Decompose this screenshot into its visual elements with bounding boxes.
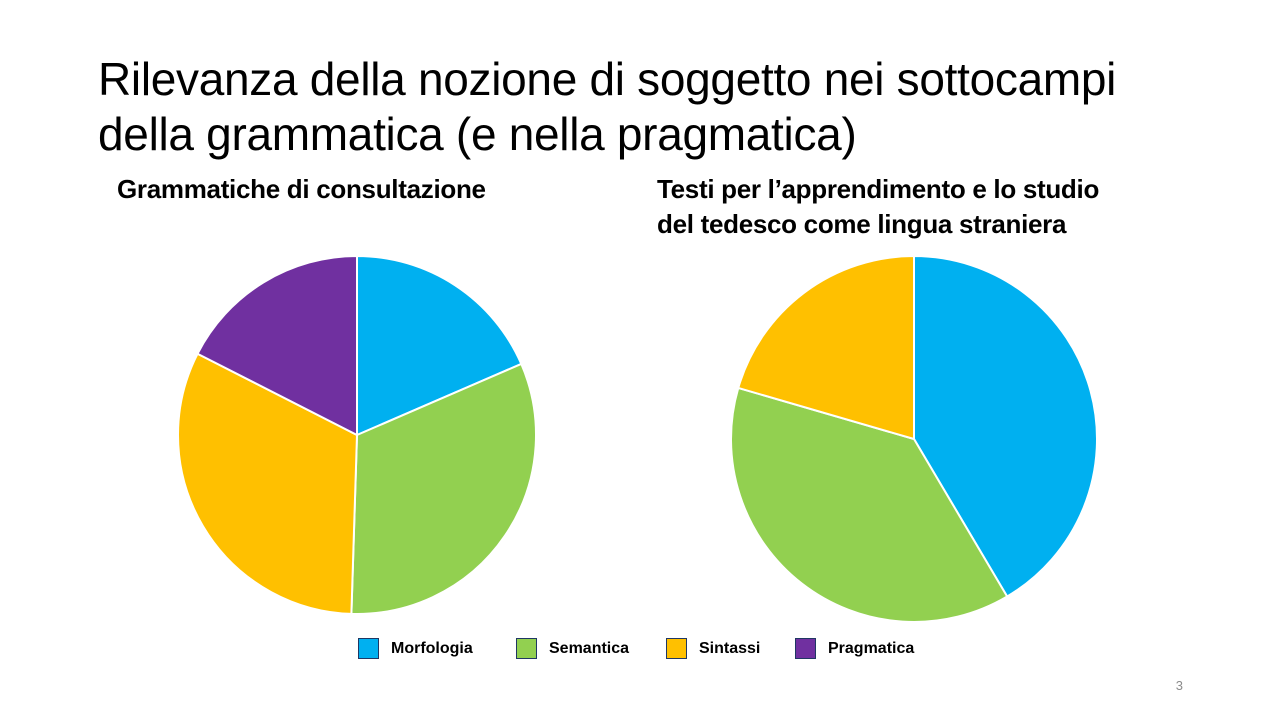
legend-label-semantica: Semantica xyxy=(549,639,630,657)
legend-label-sintassi: Sintassi xyxy=(699,639,761,657)
legend-swatch-semantica xyxy=(516,638,537,659)
pie-slice-sintassi xyxy=(737,255,915,440)
chart-title-consultazione-text: Grammatiche di consultazione xyxy=(117,174,486,204)
chart-title-apprendimento: Testi per l’apprendimento e lo studio de… xyxy=(657,172,1177,242)
chart-title-consultazione: Grammatiche di consultazione xyxy=(117,172,597,207)
pie-slice-sintassi xyxy=(177,352,358,615)
slide-title: Rilevanza della nozione di soggetto nei … xyxy=(98,52,1218,162)
pie-chart-apprendimento xyxy=(730,255,1098,623)
page-number: 3 xyxy=(1175,678,1183,693)
legend-item-pragmatica: Pragmatica xyxy=(795,638,914,659)
chart-title-apprendimento-line-2: del tedesco come lingua straniera xyxy=(657,209,1067,239)
pie-slice-pragmatica xyxy=(196,255,358,436)
legend-swatch-sintassi xyxy=(666,638,687,659)
legend-item-sintassi: Sintassi xyxy=(666,638,760,659)
pie-slice-semantica xyxy=(730,386,1009,623)
legend-label-pragmatica: Pragmatica xyxy=(828,639,915,657)
pie-slice-morfologia xyxy=(356,255,523,436)
legend-item-morfologia: Morfologia xyxy=(358,638,473,659)
pie-slice-morfologia xyxy=(913,255,1098,598)
legend-label-morfologia: Morfologia xyxy=(391,639,473,657)
chart-title-apprendimento-line-1: Testi per l’apprendimento e lo studio xyxy=(657,174,1100,204)
slide-title-line-1: Rilevanza della nozione di soggetto nei … xyxy=(98,53,1117,105)
legend-swatch-morfologia xyxy=(358,638,379,659)
pie-slice-semantica xyxy=(350,362,537,615)
pie-chart-consultazione xyxy=(177,255,537,615)
legend-item-semantica: Semantica xyxy=(516,638,629,659)
legend-swatch-pragmatica xyxy=(795,638,816,659)
slide-title-line-2: della grammatica (e nella pragmatica) xyxy=(98,108,857,160)
